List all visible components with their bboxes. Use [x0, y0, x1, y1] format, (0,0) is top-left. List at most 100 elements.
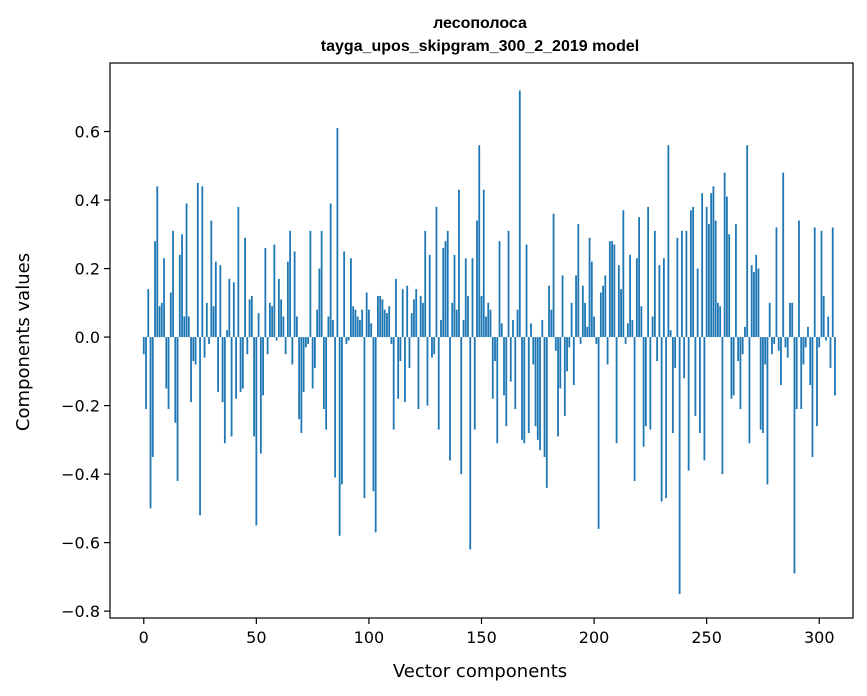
bar: [775, 227, 778, 338]
bar: [498, 241, 501, 338]
bar: [413, 299, 415, 338]
bar: [494, 337, 496, 362]
y-tick-label: −0.8: [61, 602, 100, 621]
x-tick-label: 200: [579, 628, 610, 647]
bar: [798, 220, 800, 338]
bar: [532, 337, 535, 365]
bar: [516, 309, 519, 338]
bar: [485, 316, 487, 338]
bar: [719, 306, 722, 338]
bar: [658, 265, 661, 338]
bar: [554, 337, 557, 351]
bar: [313, 337, 316, 368]
bar: [741, 337, 744, 355]
bar: [237, 206, 240, 338]
bar: [676, 237, 679, 338]
bar: [286, 261, 289, 338]
x-tick-label: 0: [139, 628, 149, 647]
bar: [273, 244, 276, 338]
bar: [309, 230, 312, 338]
bar: [757, 268, 760, 338]
bar: [359, 319, 361, 338]
bar: [293, 251, 296, 338]
bar: [827, 316, 830, 338]
bar: [563, 337, 566, 416]
bar: [608, 241, 611, 338]
bar: [196, 182, 199, 338]
bar: [559, 337, 562, 389]
bar: [478, 145, 481, 338]
bar: [732, 337, 735, 396]
bar: [307, 337, 310, 344]
bar: [417, 337, 420, 410]
bar: [397, 337, 400, 399]
bar: [473, 337, 476, 430]
bar: [613, 244, 616, 338]
bar: [446, 230, 449, 338]
y-tick-label: −0.6: [61, 534, 100, 553]
bar: [280, 299, 283, 338]
bar: [449, 337, 451, 461]
bar: [710, 193, 713, 338]
bar: [651, 316, 654, 338]
bar: [345, 337, 348, 344]
bar: [685, 230, 688, 338]
bar: [223, 337, 226, 444]
bar: [820, 230, 823, 338]
bar: [383, 309, 386, 338]
bar: [424, 230, 427, 338]
bar: [680, 230, 683, 338]
bar: [602, 285, 604, 338]
bar: [142, 337, 145, 355]
bar: [372, 337, 375, 492]
bar: [147, 289, 150, 338]
bar: [192, 337, 195, 362]
x-tick-label: 50: [246, 628, 266, 647]
bar: [352, 306, 355, 338]
bar: [786, 337, 789, 358]
bar: [509, 337, 512, 382]
bar: [730, 337, 733, 399]
bar: [816, 337, 818, 427]
bar: [275, 337, 278, 341]
bar: [284, 337, 287, 355]
bar: [354, 309, 357, 338]
y-tick-label: 0.4: [75, 191, 100, 210]
bar: [701, 193, 704, 338]
bar: [145, 337, 147, 410]
bar: [350, 258, 352, 338]
bar: [289, 230, 292, 338]
bar: [392, 337, 395, 430]
bar: [440, 319, 442, 338]
bar: [489, 309, 492, 338]
bar: [356, 316, 359, 338]
bar: [721, 337, 724, 475]
bar: [410, 313, 413, 338]
bar: [748, 337, 751, 444]
bar: [336, 128, 339, 338]
bar: [368, 309, 370, 338]
bar: [205, 302, 208, 338]
bar: [534, 337, 537, 427]
bar: [311, 337, 314, 389]
bar: [577, 224, 580, 338]
bar: [714, 220, 717, 338]
bar: [527, 337, 530, 433]
bar: [277, 278, 280, 338]
bar: [199, 337, 201, 516]
bar: [266, 337, 269, 355]
bar: [338, 337, 341, 536]
bar: [694, 337, 697, 416]
bar: [762, 337, 764, 433]
bar: [435, 206, 438, 338]
bar: [442, 248, 445, 338]
bar: [764, 337, 767, 365]
bar: [377, 295, 379, 338]
bar: [482, 189, 485, 338]
plot-frame: [109, 62, 854, 619]
bar: [703, 337, 706, 461]
bar: [604, 275, 607, 338]
bar: [194, 337, 197, 365]
y-axis: −0.8 −0.6 −0.4 −0.2 0.0 0.2 0.4 0.6: [61, 123, 110, 621]
